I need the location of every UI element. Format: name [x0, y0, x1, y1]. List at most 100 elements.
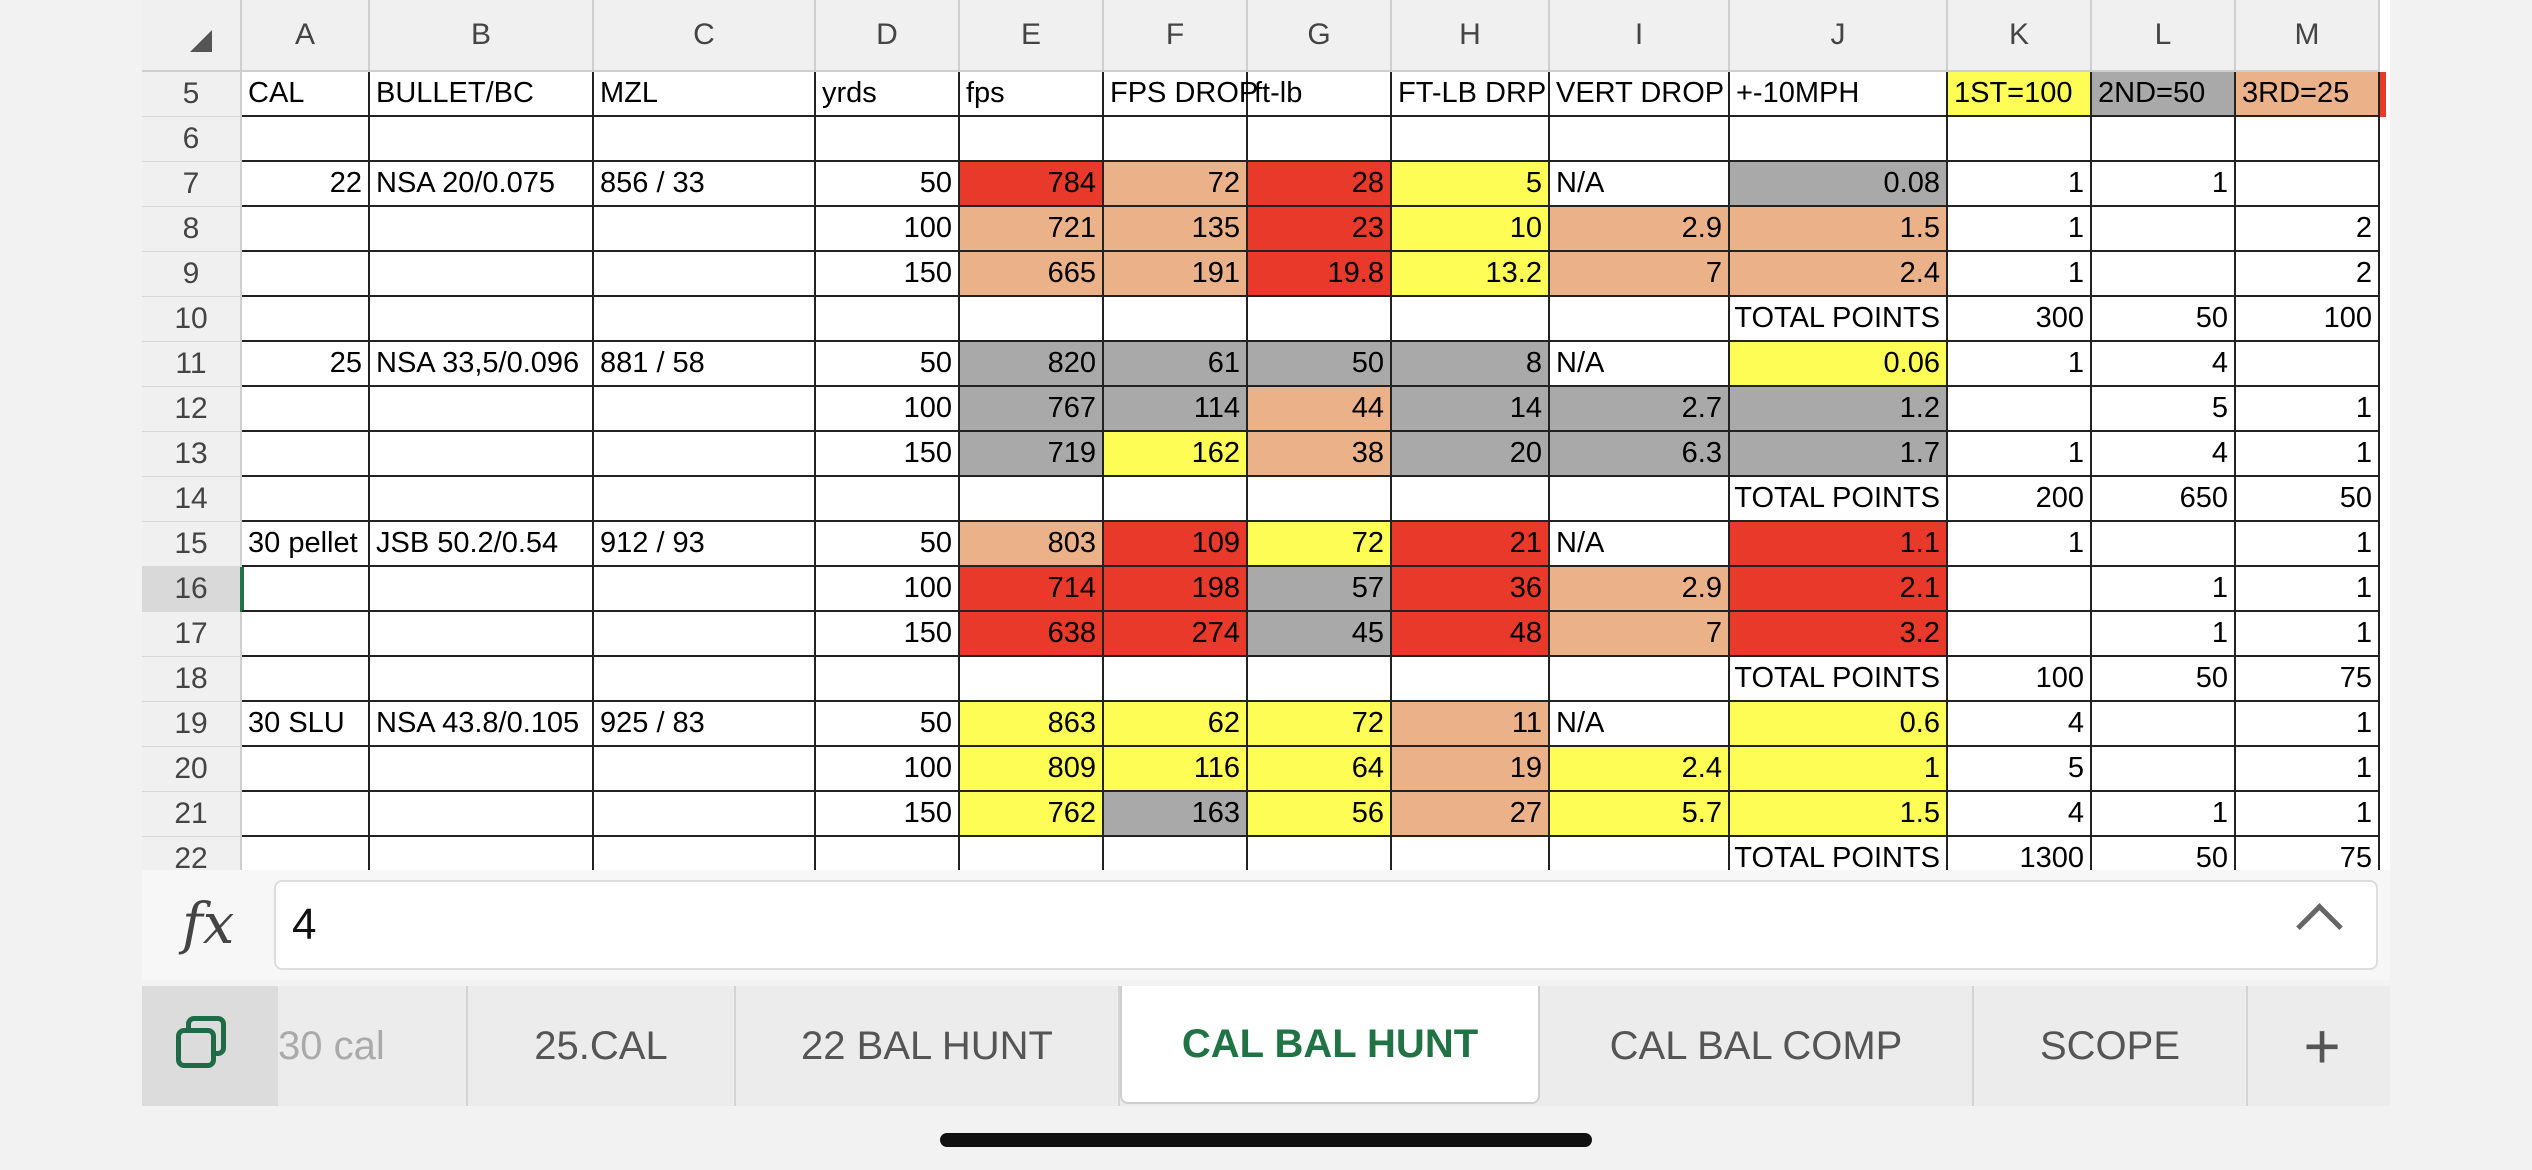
cell-a12[interactable]: [242, 387, 370, 432]
cell-l22[interactable]: 50: [2092, 837, 2236, 870]
cell-f19[interactable]: 62: [1104, 702, 1248, 747]
cell-i7[interactable]: N/A: [1550, 162, 1730, 207]
cell-j7[interactable]: 0.08: [1730, 162, 1948, 207]
cell-h7[interactable]: 5: [1392, 162, 1550, 207]
cell-j22[interactable]: TOTAL POINTS: [1730, 837, 1948, 870]
cell-b19[interactable]: NSA 43.8/0.105: [370, 702, 594, 747]
cell-k22[interactable]: 1300: [1948, 837, 2092, 870]
cell-m15[interactable]: 1: [2236, 522, 2380, 567]
column-header-m[interactable]: M: [2236, 0, 2380, 72]
cell-h11[interactable]: 8: [1392, 342, 1550, 387]
cell-m21[interactable]: 1: [2236, 792, 2380, 837]
cell-e8[interactable]: 721: [960, 207, 1104, 252]
sheet-tab-30-cal[interactable]: 30 cal: [278, 986, 468, 1106]
cell-h18[interactable]: [1392, 657, 1550, 702]
cell-d19[interactable]: 50: [816, 702, 960, 747]
column-header-g[interactable]: G: [1248, 0, 1392, 72]
cell-k8[interactable]: 1: [1948, 207, 2092, 252]
cell-i5[interactable]: VERT DROP: [1550, 72, 1730, 117]
cell-m13[interactable]: 1: [2236, 432, 2380, 477]
cell-i17[interactable]: 7: [1550, 612, 1730, 657]
cell-a17[interactable]: [242, 612, 370, 657]
cell-m18[interactable]: 75: [2236, 657, 2380, 702]
cell-f5[interactable]: FPS DROP: [1104, 72, 1258, 117]
cell-e20[interactable]: 809: [960, 747, 1104, 792]
cell-i19[interactable]: N/A: [1550, 702, 1730, 747]
chevron-up-icon[interactable]: [2296, 903, 2343, 950]
cell-j21[interactable]: 1.5: [1730, 792, 1948, 837]
cell-f20[interactable]: 116: [1104, 747, 1248, 792]
cell-h15[interactable]: 21: [1392, 522, 1550, 567]
cell-b18[interactable]: [370, 657, 594, 702]
cell-l12[interactable]: 5: [2092, 387, 2236, 432]
sheet-tab-cal-bal-hunt[interactable]: CAL BAL HUNT: [1120, 986, 1540, 1104]
cell-k9[interactable]: 1: [1948, 252, 2092, 297]
cell-j8[interactable]: 1.5: [1730, 207, 1948, 252]
cell-i13[interactable]: 6.3: [1550, 432, 1730, 477]
cell-j6[interactable]: [1730, 117, 1948, 162]
cell-a9[interactable]: [242, 252, 370, 297]
cell-e15[interactable]: 803: [960, 522, 1104, 567]
cell-c11[interactable]: 881 / 58: [594, 342, 816, 387]
cell-m12[interactable]: 1: [2236, 387, 2380, 432]
cell-e7[interactable]: 784: [960, 162, 1104, 207]
cell-e14[interactable]: [960, 477, 1104, 522]
row-header-8[interactable]: 8: [142, 207, 242, 252]
cell-l5[interactable]: 2ND=50: [2092, 72, 2236, 117]
cell-d14[interactable]: [816, 477, 960, 522]
cell-g16[interactable]: 57: [1248, 567, 1392, 612]
cell-a7[interactable]: 22: [242, 162, 370, 207]
cell-e11[interactable]: 820: [960, 342, 1104, 387]
cell-h10[interactable]: [1392, 297, 1550, 342]
cell-d10[interactable]: [816, 297, 960, 342]
cell-m8[interactable]: 2: [2236, 207, 2380, 252]
cell-d8[interactable]: 100: [816, 207, 960, 252]
row-header-9[interactable]: 9: [142, 252, 242, 297]
cell-k12[interactable]: [1948, 387, 2092, 432]
cell-l10[interactable]: 50: [2092, 297, 2236, 342]
cell-b21[interactable]: [370, 792, 594, 837]
cell-k13[interactable]: 1: [1948, 432, 2092, 477]
cell-d21[interactable]: 150: [816, 792, 960, 837]
cell-b15[interactable]: JSB 50.2/0.54: [370, 522, 594, 567]
cell-m9[interactable]: 2: [2236, 252, 2380, 297]
cell-a22[interactable]: [242, 837, 370, 870]
cell-h13[interactable]: 20: [1392, 432, 1550, 477]
cell-e6[interactable]: [960, 117, 1104, 162]
cell-f8[interactable]: 135: [1104, 207, 1248, 252]
cell-k14[interactable]: 200: [1948, 477, 2092, 522]
cell-m19[interactable]: 1: [2236, 702, 2380, 747]
cell-e12[interactable]: 767: [960, 387, 1104, 432]
row-header-12[interactable]: 12: [142, 387, 242, 432]
cell-h17[interactable]: 48: [1392, 612, 1550, 657]
cell-a14[interactable]: [242, 477, 370, 522]
cell-b17[interactable]: [370, 612, 594, 657]
cell-e13[interactable]: 719: [960, 432, 1104, 477]
cell-i11[interactable]: N/A: [1550, 342, 1730, 387]
cell-m14[interactable]: 50: [2236, 477, 2380, 522]
cell-g19[interactable]: 72: [1248, 702, 1392, 747]
cell-e22[interactable]: [960, 837, 1104, 870]
cell-f9[interactable]: 191: [1104, 252, 1248, 297]
cell-g10[interactable]: [1248, 297, 1392, 342]
cell-l8[interactable]: [2092, 207, 2236, 252]
cell-k19[interactable]: 4: [1948, 702, 2092, 747]
cell-j9[interactable]: 2.4: [1730, 252, 1948, 297]
cell-j13[interactable]: 1.7: [1730, 432, 1948, 477]
cell-c22[interactable]: [594, 837, 816, 870]
cell-b22[interactable]: [370, 837, 594, 870]
cell-g9[interactable]: 19.8: [1248, 252, 1392, 297]
sheet-tab-25-cal[interactable]: 25.CAL: [468, 986, 736, 1106]
cell-b16[interactable]: [370, 567, 594, 612]
cell-g15[interactable]: 72: [1248, 522, 1392, 567]
row-header-21[interactable]: 21: [142, 792, 242, 837]
row-header-10[interactable]: 10: [142, 297, 242, 342]
column-header-k[interactable]: K: [1948, 0, 2092, 72]
sheet-tab-cal-bal-comp[interactable]: CAL BAL COMP: [1540, 986, 1974, 1106]
cell-i18[interactable]: [1550, 657, 1730, 702]
fx-icon[interactable]: fx: [182, 892, 235, 957]
row-header-19[interactable]: 19: [142, 702, 242, 747]
cell-c15[interactable]: 912 / 93: [594, 522, 816, 567]
column-header-c[interactable]: C: [594, 0, 816, 72]
cell-i12[interactable]: 2.7: [1550, 387, 1730, 432]
